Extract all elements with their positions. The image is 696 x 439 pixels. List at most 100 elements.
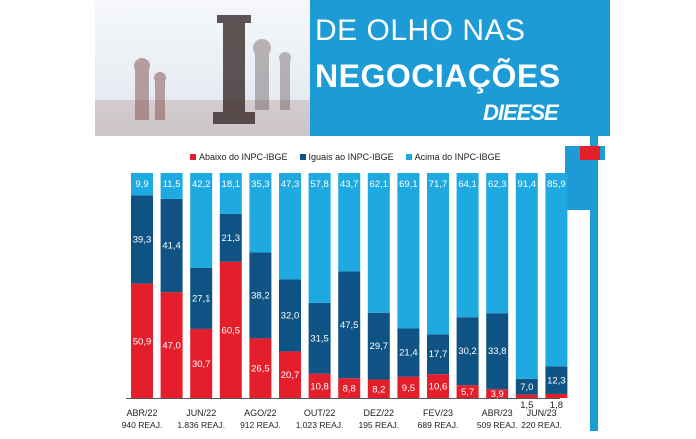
data-label-equal-1: 41,4	[162, 241, 181, 252]
data-label-above-9: 69,1	[399, 179, 418, 190]
data-label-equal-14: 12,3	[547, 376, 566, 387]
bar-above-9	[397, 173, 420, 329]
bar-below-13	[515, 394, 538, 398]
bar-equal-5	[279, 279, 301, 352]
data-label-above-3: 18,1	[222, 179, 241, 190]
data-label-equal-12: 33,8	[488, 346, 507, 357]
data-label-above-12: 62,3	[488, 179, 507, 190]
bar-below-4	[249, 338, 272, 398]
bar-below-1	[160, 292, 183, 398]
x-tick-month-4: DEZ/22	[364, 408, 395, 418]
bar-above-11	[456, 173, 479, 318]
x-tick-month-7: JUN/23	[527, 408, 557, 418]
data-label-equal-2: 27,1	[192, 293, 211, 304]
x-tick-month-3: OUT/22	[304, 408, 336, 418]
data-label-below-1: 47,0	[162, 341, 181, 352]
x-tick-month-1: JUN/22	[186, 408, 216, 418]
data-label-equal-11: 30,2	[458, 346, 477, 357]
data-label-below-4: 26,5	[251, 364, 270, 375]
data-label-above-8: 62,1	[370, 179, 389, 190]
legend-label-below: Abaixo do INPC-IBGE	[199, 152, 288, 162]
bar-equal-11	[456, 317, 479, 386]
data-label-below-8: 8,2	[372, 384, 385, 395]
page-title-line1: DE OLHO NAS	[315, 14, 526, 47]
legend-item-below: Abaixo do INPC-IBGE	[190, 150, 288, 164]
bar-equal-13	[515, 378, 538, 395]
bar-above-0	[131, 173, 153, 196]
data-label-below-12: 3,9	[491, 389, 504, 400]
data-label-equal-6: 31,5	[310, 333, 329, 344]
bar-equal-1	[160, 198, 183, 293]
data-label-below-5: 20,7	[281, 370, 300, 381]
data-label-below-3: 60,5	[222, 325, 241, 336]
data-label-equal-9: 21,4	[399, 348, 418, 359]
x-tick-month-5: FEV/23	[423, 408, 453, 418]
x-tick-reaj-6: 509 REAJ.	[477, 420, 518, 430]
bar-equal-0	[131, 195, 153, 284]
data-label-above-14: 85,9	[547, 179, 566, 190]
legend-swatch-equal	[299, 154, 306, 160]
data-label-above-4: 35,3	[251, 179, 270, 190]
legend-label-above: Acima do INPC-IBGE	[414, 152, 501, 162]
x-tick-reaj-2: 912 REAJ.	[240, 420, 281, 430]
data-label-equal-8: 29,7	[370, 341, 389, 352]
bar-equal-6	[308, 302, 331, 374]
bar-above-2	[190, 173, 213, 268]
data-label-above-2: 42,2	[192, 179, 211, 190]
page-title-line2: NEGOCIAÇÕES	[315, 58, 561, 94]
data-label-below-7: 8,8	[343, 384, 356, 395]
legend-label-equal: Iguais ao INPC-IBGE	[308, 152, 394, 162]
x-tick-reaj-4: 195 REAJ.	[358, 420, 399, 430]
decorative-bar	[590, 135, 598, 431]
data-label-equal-3: 21,3	[222, 233, 241, 244]
data-label-above-1: 11,5	[163, 179, 181, 190]
x-tick-reaj-3: 1.023 REAJ.	[296, 420, 344, 430]
data-label-above-0: 9,9	[135, 179, 148, 190]
legend-item-equal: Iguais ao INPC-IBGE	[299, 150, 394, 164]
bar-below-11	[456, 385, 479, 398]
decorative-tab	[565, 160, 598, 210]
bar-below-2	[190, 328, 213, 398]
data-label-below-9: 9,5	[402, 383, 415, 394]
x-tick-month-0: ABR/22	[126, 408, 157, 418]
data-label-equal-10: 17,7	[429, 349, 448, 360]
data-label-above-11: 64,1	[458, 179, 477, 190]
chess-photo	[95, 0, 310, 136]
data-label-above-5: 47,3	[281, 179, 300, 190]
legend: Abaixo do INPC-IBGE Iguais ao INPC-IBGE …	[190, 150, 501, 164]
legend-item-above: Acima do INPC-IBGE	[405, 150, 501, 164]
x-tick-reaj-1: 1.836 REAJ.	[177, 420, 225, 430]
legend-swatch-above	[405, 154, 412, 160]
data-label-equal-5: 32,0	[281, 310, 300, 321]
bar-above-13	[515, 173, 538, 379]
bar-below-0	[131, 283, 153, 398]
bar-above-1	[160, 173, 183, 199]
bar-above-10	[427, 173, 449, 335]
bar-equal-7	[338, 271, 361, 379]
data-label-equal-7: 47,5	[340, 320, 359, 331]
bar-below-7	[338, 378, 361, 398]
x-tick-month-2: AGO/22	[244, 408, 277, 418]
bar-below-12	[486, 389, 509, 398]
bar-above-7	[338, 173, 361, 272]
legend-swatch-below	[190, 154, 196, 160]
data-label-equal-4: 38,2	[251, 290, 270, 301]
bar-equal-10	[427, 334, 449, 375]
data-label-below-14: 1,8	[550, 400, 563, 411]
bar-below-9	[397, 376, 420, 398]
bar-equal-8	[367, 312, 390, 380]
bar-above-8	[367, 173, 390, 313]
x-tick-reaj-5: 689 REAJ.	[418, 420, 459, 430]
bar-above-12	[486, 173, 509, 314]
x-tick-reaj-7: 220 REAJ.	[521, 420, 562, 430]
bar-below-3	[219, 261, 242, 398]
data-label-below-6: 10,8	[310, 381, 329, 392]
x-tick-reaj-0: 940 REAJ.	[122, 420, 163, 430]
data-label-above-6: 57,8	[310, 179, 329, 190]
bar-below-10	[427, 374, 449, 398]
data-label-below-2: 30,7	[192, 359, 211, 370]
bar-below-5	[279, 351, 301, 398]
bar-above-4	[249, 173, 272, 253]
data-label-below-0: 50,9	[133, 336, 152, 347]
